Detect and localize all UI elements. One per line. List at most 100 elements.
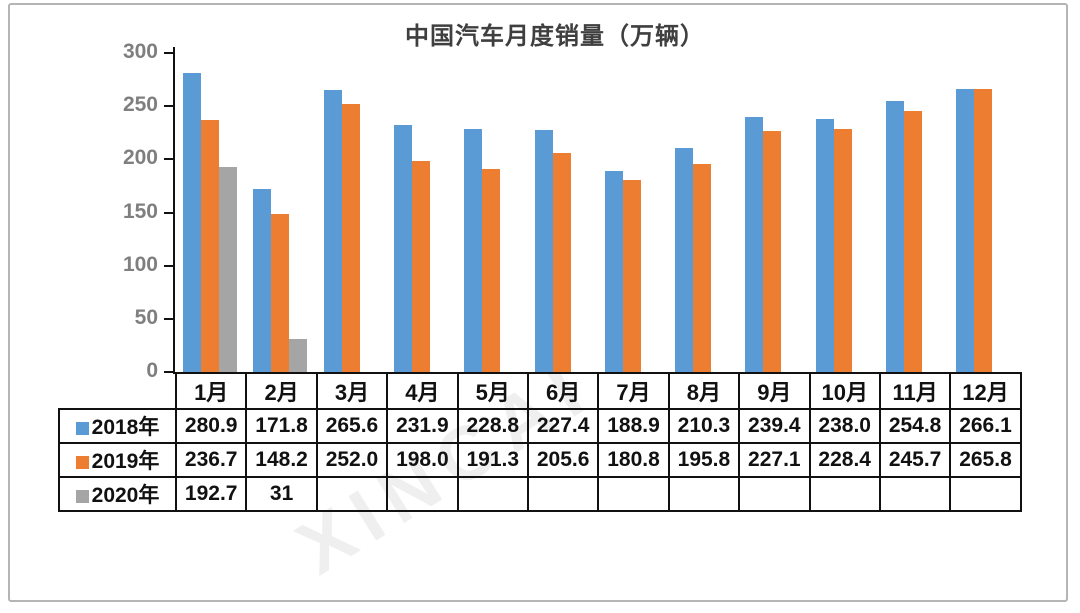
bar-2019年-10月 (833, 129, 852, 372)
bar-2018年-4月 (394, 125, 413, 372)
month-header-2月: 2月 (245, 372, 318, 410)
table-cell-2020年-7月 (597, 476, 670, 512)
month-header-1月: 1月 (174, 372, 248, 410)
table-cell-2018年-3月: 265.6 (315, 408, 389, 444)
table-cell-2020年-1月: 192.7 (174, 476, 248, 512)
month-header-4月: 4月 (386, 372, 459, 410)
bar-2020年-1月 (219, 167, 238, 372)
bar-2018年-1月 (183, 73, 202, 372)
bar-2019年-12月 (974, 89, 993, 372)
table-cell-2018年-9月: 239.4 (738, 408, 811, 444)
month-header-3月: 3月 (315, 372, 389, 410)
month-header-12月: 12月 (949, 372, 1022, 410)
bar-2019年-5月 (482, 168, 501, 372)
frame-border (8, 3, 1068, 602)
bar-2018年-10月 (815, 118, 834, 372)
row-label-2018年: 2018年 (58, 408, 177, 444)
data-table: 1月 2月 3月 4月 5月 6月 7月 8月 9月 10月 11月 12月 2018年 280.9 171… (58, 372, 1022, 512)
bar-2019年-2月 (271, 214, 290, 372)
bar-2019年-6月 (552, 153, 571, 372)
table-cell-2019年-8月: 195.8 (667, 442, 741, 478)
series-name: 2019年 (91, 450, 160, 473)
bar-2018年-9月 (745, 117, 764, 372)
y-tick-label-50: 50 (134, 305, 158, 329)
bar-2018年-3月 (323, 89, 342, 372)
y-axis-line (173, 47, 175, 374)
chart-title: 中国汽车月度销量（万辆） (405, 23, 705, 50)
table-cell-2019年-12月: 265.8 (949, 442, 1022, 478)
y-tick-label-100: 100 (122, 252, 158, 276)
bar-2020年-2月 (289, 339, 308, 372)
table-cell-2019年-1月: 236.7 (174, 442, 248, 478)
y-tick-0 (164, 371, 173, 373)
month-header-9月: 9月 (738, 372, 811, 410)
legend-swatch-icon (75, 456, 89, 469)
table-cell-2019年-2月: 148.2 (245, 442, 318, 478)
table-cell-2020年-8月 (667, 476, 741, 512)
row-label-2020年: 2020年 (58, 476, 177, 512)
bar-2019年-1月 (201, 120, 220, 372)
month-header-6月: 6月 (526, 372, 600, 410)
bar-2019年-8月 (693, 163, 712, 372)
table-row-2020年: 2020年 192.7 31 (58, 476, 1022, 512)
month-header-8月: 8月 (667, 372, 741, 410)
table-cell-2018年-1月: 280.9 (174, 408, 248, 444)
series-name: 2018年 (91, 416, 160, 439)
bar-2018年-11月 (886, 101, 905, 372)
y-tick-150 (164, 211, 173, 214)
table-cell-2018年-10月: 238.0 (808, 408, 881, 444)
table-cell-2020年-6月 (526, 476, 600, 512)
table-cell-2018年-2月: 171.8 (245, 408, 318, 444)
y-tick-label-250: 250 (122, 93, 158, 117)
table-cell-2020年-3月 (315, 476, 389, 512)
bar-2019年-9月 (763, 130, 782, 372)
table-corner-cell (59, 373, 176, 409)
table-row-2018年: 2018年 280.9 171.8 265.6 231.9 228.8 227.4 188.9… (58, 408, 1022, 444)
table-cell-2019年-5月: 191.3 (456, 442, 529, 478)
bar-2018年-7月 (604, 171, 623, 372)
table-cell-2019年-3月: 252.0 (315, 442, 389, 478)
table-cell-2019年-9月: 227.1 (738, 442, 811, 478)
table-cell-2019年-10月: 228.4 (808, 442, 881, 478)
table-cell-2018年-12月: 266.1 (949, 408, 1022, 444)
table-cell-2019年-4月: 198.0 (386, 442, 459, 478)
bar-2018年-8月 (675, 148, 694, 372)
month-header-10月: 10月 (808, 372, 881, 410)
bar-2018年-5月 (464, 128, 483, 372)
table-cell-2018年-11月: 254.8 (878, 408, 952, 444)
table-cell-2020年-12月 (949, 476, 1022, 512)
table-cell-2020年-4月 (386, 476, 459, 512)
table-cell-2020年-11月 (878, 476, 952, 512)
y-tick-label-300: 300 (122, 40, 158, 63)
table-cell-2018年-8月: 210.3 (667, 408, 741, 444)
bar-2018年-12月 (956, 89, 975, 372)
month-header-5月: 5月 (456, 372, 529, 410)
y-tick-label-150: 150 (122, 199, 158, 223)
table-cell-2020年-9月 (738, 476, 811, 512)
y-tick-100 (164, 264, 173, 267)
bar-2018年-2月 (253, 189, 272, 372)
table-cell-2018年-4月: 231.9 (386, 408, 459, 444)
table-cell-2019年-6月: 205.6 (526, 442, 600, 478)
table-cell-2020年-2月: 31 (245, 476, 318, 512)
table-cell-2018年-7月: 188.9 (597, 408, 670, 444)
bar-2019年-11月 (904, 110, 923, 372)
bar-2019年-3月 (341, 104, 360, 372)
bar-2019年-4月 (412, 161, 431, 372)
y-tick-label-200: 200 (122, 146, 158, 170)
table-cell-2019年-7月: 180.8 (597, 442, 670, 478)
table-cell-2019年-11月: 245.7 (878, 442, 952, 478)
legend-swatch-icon (75, 422, 89, 435)
y-tick-300 (164, 52, 173, 54)
y-tick-250 (164, 105, 173, 108)
table-cell-2018年-6月: 227.4 (526, 408, 600, 444)
series-name: 2020年 (91, 484, 160, 507)
month-header-11月: 11月 (878, 372, 952, 410)
legend-swatch-icon (75, 490, 89, 503)
y-tick-50 (164, 317, 173, 320)
table-cell-2020年-10月 (808, 476, 881, 512)
y-tick-200 (164, 158, 173, 161)
y-tick-label-0: 0 (146, 359, 158, 382)
bar-2019年-7月 (622, 179, 641, 372)
